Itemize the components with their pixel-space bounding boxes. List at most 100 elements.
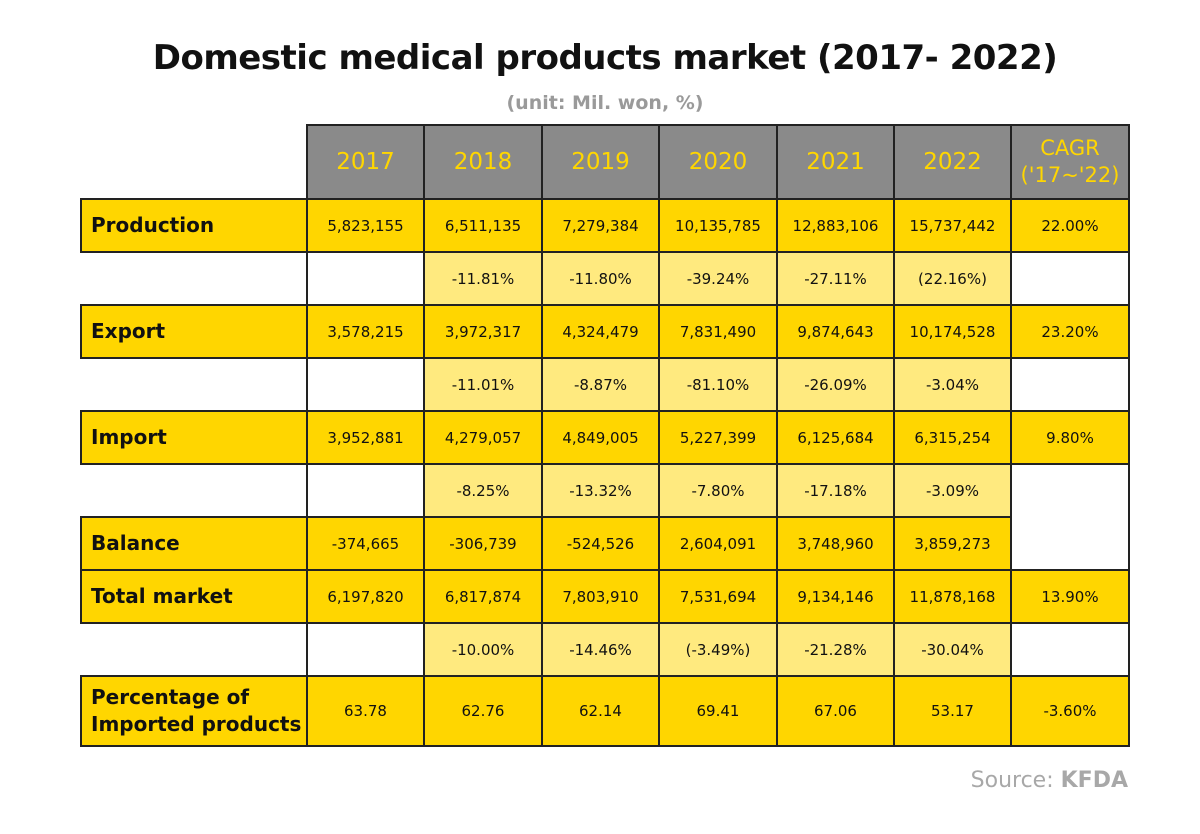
growth-cell [306,463,425,518]
growth-row: -11.81% -11.80% -39.24% -27.11% (22.16%) [81,251,1130,306]
value-cell: 5,227,399 [658,410,778,465]
cagr-cell: 9.80% [1010,410,1130,465]
growth-cell: -3.09% [893,463,1012,518]
growth-cell: -27.11% [776,251,895,306]
growth-cell: -3.04% [893,357,1012,412]
growth-cell: -11.81% [423,251,543,306]
value-cell: 3,859,273 [893,516,1012,571]
cagr-cell: 13.90% [1010,569,1130,624]
cagr-cell: 23.20% [1010,304,1130,359]
value-cell: 3,578,215 [306,304,425,359]
growth-cell: -26.09% [776,357,895,412]
growth-cell: -8.87% [541,357,660,412]
growth-cell: -10.00% [423,622,543,677]
table-row: Percentage of Imported products 63.78 62.76… [80,675,1130,747]
row-label: Percentage of Imported products [80,675,308,747]
corner-cell [81,125,307,199]
cagr-empty-cell [1010,357,1130,412]
value-cell: 6,125,684 [776,410,895,465]
row-label-line: Imported products [91,712,302,736]
cagr-empty-cell [1010,622,1130,677]
cagr-cell: -3.60% [1010,675,1130,747]
growth-cell [306,357,425,412]
value-cell: 63.78 [306,675,425,747]
year-header-2021: 2021 [776,124,895,200]
unit-note: (unit: Mil. won, %) [506,92,704,114]
growth-cell: (-3.49%) [658,622,778,677]
growth-row: -11.01% -8.87% -81.10% -26.09% -3.04% [81,357,1130,412]
value-cell: 7,279,384 [541,198,660,253]
growth-cell: (22.16%) [893,251,1012,306]
cagr-header-line: ('17~'22) [1020,163,1120,187]
blank-label-cell [81,252,307,305]
source-note: Source: KFDA [971,768,1128,793]
row-label: Production [80,198,308,253]
growth-cell: -17.18% [776,463,895,518]
cagr-empty-cell [1010,251,1130,306]
growth-cell: -11.80% [541,251,660,306]
growth-cell: -81.10% [658,357,778,412]
value-cell: 6,817,874 [423,569,543,624]
year-header-2017: 2017 [306,124,425,200]
growth-row: -8.25% -13.32% -7.80% -17.18% -3.09% [81,463,1130,571]
value-cell: 53.17 [893,675,1012,747]
value-cell: 10,174,528 [893,304,1012,359]
value-cell: 7,831,490 [658,304,778,359]
value-cell: 2,604,091 [658,516,778,571]
table-row: Total market 6,197,820 6,817,874 7,803,910 7… [80,569,1130,624]
blank-label-cell [81,623,307,676]
row-label-line: Percentage of [91,685,250,709]
table-row: Import 3,952,881 4,279,057 4,849,005 5,227,3… [80,410,1130,465]
value-cell: 62.76 [423,675,543,747]
cagr-cell: 22.00% [1010,198,1130,253]
growth-cell: -11.01% [423,357,543,412]
value-cell: 15,737,442 [893,198,1012,253]
year-header-2018: 2018 [423,124,543,200]
growth-cell: -14.46% [541,622,660,677]
cagr-empty-cell [1010,463,1130,571]
value-cell: 7,531,694 [658,569,778,624]
growth-row: -10.00% -14.46% (-3.49%) -21.28% -30.04% [81,622,1130,677]
cagr-header: CAGR ('17~'22) [1010,124,1130,200]
table-row: Export 3,578,215 3,972,317 4,324,479 7,831,4… [80,304,1130,359]
table-row: Balance -374,665 -306,739 -524,526 2,604,091… [80,516,1129,571]
value-cell: 5,823,155 [306,198,425,253]
blank-label-cell [81,464,307,517]
chart-title: Domestic medical products market (2017- … [152,38,1058,78]
growth-cell: -8.25% [423,463,543,518]
row-label: Export [80,304,308,359]
row-label: Balance [80,516,308,571]
value-cell: 3,972,317 [423,304,543,359]
table-row: Production 5,823,155 6,511,135 7,279,384 10,… [80,198,1130,253]
value-cell: 9,874,643 [776,304,895,359]
year-header-2019: 2019 [541,124,660,200]
value-cell: 12,883,106 [776,198,895,253]
blank-label-cell [81,358,307,411]
cagr-header-line: CAGR [1040,136,1100,160]
value-cell: 62.14 [541,675,660,747]
source-prefix: Source: [970,768,1061,793]
growth-cell: -7.80% [658,463,778,518]
value-cell: -524,526 [541,516,660,571]
growth-cell: -39.24% [658,251,778,306]
value-cell: -306,739 [423,516,543,571]
market-table: 2017 2018 2019 2020 2021 2022 CAGR ('17~'22) Pro… [80,124,1130,747]
value-cell: 3,952,881 [306,410,425,465]
growth-cell: -21.28% [776,622,895,677]
value-cell: 4,849,005 [541,410,660,465]
value-cell: 11,878,168 [893,569,1012,624]
value-cell: 9,134,146 [776,569,895,624]
value-cell: 4,279,057 [423,410,543,465]
value-cell: 67.06 [776,675,895,747]
value-cell: 6,511,135 [423,198,543,253]
value-cell: 69.41 [658,675,778,747]
value-cell: 6,197,820 [306,569,425,624]
header-row: 2017 2018 2019 2020 2021 2022 CAGR ('17~'22) [81,124,1130,200]
growth-cell [306,251,425,306]
growth-cell [306,622,425,677]
value-cell: 10,135,785 [658,198,778,253]
growth-cell: -13.32% [541,463,660,518]
year-header-2022: 2022 [893,124,1012,200]
growth-cell: -30.04% [893,622,1012,677]
row-label: Total market [80,569,308,624]
